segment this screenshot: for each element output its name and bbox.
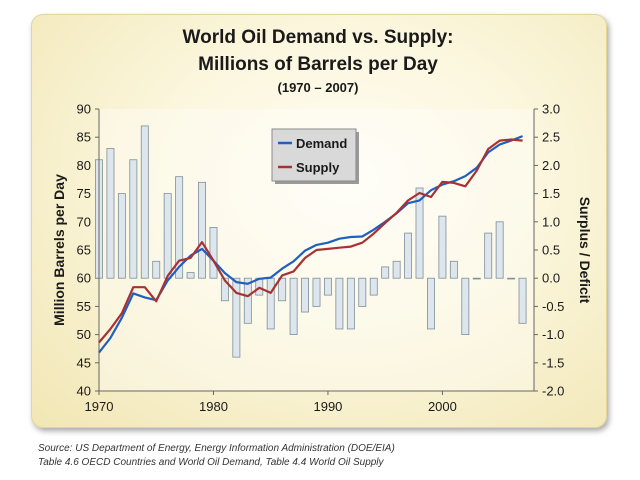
surplus-bar bbox=[220, 277, 229, 302]
surplus-bar bbox=[369, 277, 378, 296]
surplus-bar bbox=[198, 181, 206, 279]
surplus-bar bbox=[209, 227, 218, 279]
surplus-bar bbox=[427, 277, 435, 330]
surplus-bar bbox=[129, 159, 138, 279]
y2-tick-label: -1.5 bbox=[542, 355, 564, 370]
chart-title-line1: World Oil Demand vs. Supply: bbox=[183, 27, 454, 48]
x-tick-label: 1980 bbox=[199, 399, 228, 414]
surplus-bar bbox=[415, 187, 424, 279]
y2-tick-label: 3.0 bbox=[542, 102, 560, 117]
surplus-bar bbox=[278, 277, 287, 302]
surplus-bar bbox=[507, 277, 516, 280]
surplus-bar bbox=[358, 277, 367, 307]
surplus-bar bbox=[186, 272, 195, 279]
y2-tick-label: 2.5 bbox=[542, 130, 560, 145]
y2-tick-label: 2.0 bbox=[542, 158, 560, 173]
surplus-bar bbox=[381, 266, 390, 279]
y2-tick-label: -1.0 bbox=[542, 327, 564, 342]
y-tick-label: 40 bbox=[77, 384, 91, 399]
surplus-bar bbox=[335, 277, 344, 330]
y-tick-label: 75 bbox=[77, 186, 91, 201]
series-line-supply bbox=[98, 138, 523, 344]
x-tick-label: 1990 bbox=[313, 399, 342, 414]
y2-axis-label: Surplus / Deficit bbox=[577, 197, 593, 304]
surplus-bar bbox=[484, 232, 493, 279]
y-tick-label: 45 bbox=[77, 355, 91, 370]
y2-tick-label: -0.5 bbox=[542, 299, 564, 314]
legend bbox=[271, 128, 357, 182]
y-tick-label: 85 bbox=[77, 130, 91, 145]
legend-label-supply: Supply bbox=[296, 160, 340, 175]
y-tick-label: 55 bbox=[77, 299, 91, 314]
y-axis-label: Million Barrels per Day bbox=[51, 174, 67, 326]
surplus-bar bbox=[518, 277, 527, 324]
y-tick-label: 80 bbox=[77, 158, 91, 173]
surplus-bar bbox=[140, 125, 149, 279]
surplus-bar bbox=[266, 277, 275, 330]
surplus-bar bbox=[312, 277, 321, 307]
source-line-2: Table 4.6 OECD Countries and World Oil D… bbox=[38, 457, 384, 468]
plot-layer: 40 45 50 55 60 65 70 75 80 85 90 -2.0 -1.5 -1.0 -0.5 0.… bbox=[77, 102, 565, 415]
surplus-bar bbox=[449, 260, 458, 279]
chart-title-line2: Millions of Barrels per Day bbox=[198, 54, 438, 75]
source-note: Source: US Department of Energy, Energy … bbox=[38, 442, 395, 470]
y2-tick-label: -2.0 bbox=[542, 384, 564, 399]
source-line-1: Source: US Department of Energy, Energy … bbox=[38, 443, 395, 454]
surplus-bar bbox=[232, 277, 241, 358]
y2-tick-label: 0.0 bbox=[542, 271, 560, 286]
surplus-bar bbox=[301, 277, 310, 313]
y-tick-label: 60 bbox=[77, 271, 91, 286]
surplus-bar bbox=[438, 215, 447, 279]
surplus-bar bbox=[461, 277, 470, 336]
y2-tick-label: 1.5 bbox=[542, 186, 560, 201]
surplus-bar bbox=[289, 277, 298, 336]
surplus-bar bbox=[404, 232, 413, 279]
surplus-bar bbox=[117, 193, 126, 279]
surplus-bar bbox=[163, 193, 172, 279]
y-tick-label: 50 bbox=[77, 327, 91, 342]
surplus-bar bbox=[106, 148, 115, 279]
surplus-bar bbox=[346, 277, 355, 330]
chart-subtitle: (1970 – 2007) bbox=[278, 80, 359, 95]
x-tick-label: 2000 bbox=[428, 399, 457, 414]
y-tick-label: 70 bbox=[77, 214, 91, 229]
surplus-bar bbox=[495, 221, 504, 279]
surplus-bar bbox=[243, 277, 252, 324]
legend-label-demand: Demand bbox=[296, 136, 347, 151]
y2-tick-label: 0.5 bbox=[542, 243, 560, 258]
y2-tick-label: 1.0 bbox=[542, 214, 560, 229]
y-tick-label: 65 bbox=[77, 243, 91, 258]
surplus-bar bbox=[175, 176, 184, 279]
surplus-bar bbox=[323, 277, 332, 296]
y-tick-label: 90 bbox=[77, 102, 91, 117]
surplus-bar bbox=[472, 277, 481, 280]
surplus-bar bbox=[392, 260, 401, 279]
surplus-bar bbox=[152, 260, 161, 279]
chart-panel bbox=[31, 14, 607, 428]
x-tick-label: 1970 bbox=[85, 399, 114, 414]
